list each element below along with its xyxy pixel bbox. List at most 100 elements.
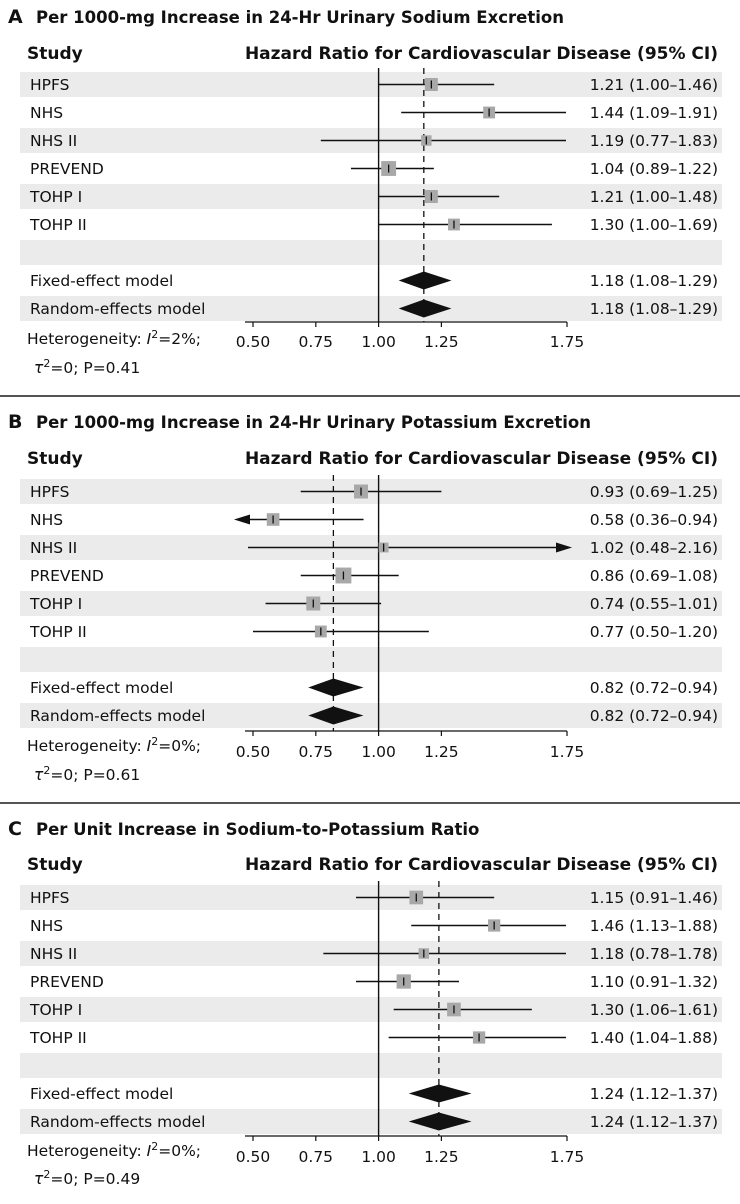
tau-value: =0; P=0.49 [50, 1170, 140, 1188]
row-band [20, 184, 722, 209]
row-band [20, 240, 722, 265]
panel-divider [0, 802, 740, 804]
study-name: NHS [30, 917, 63, 935]
hr-header: Hazard Ratio for Cardiovascular Disease … [245, 449, 718, 469]
i2-symbol: I [147, 330, 152, 348]
heterogeneity-line-1: Heterogeneity: I2=0%; [27, 735, 201, 755]
pooled-diamond [308, 706, 364, 725]
hr-ci-label: 0.82 (0.72–0.94) [590, 707, 718, 725]
hr-ci-label: 0.74 (0.55–1.01) [590, 595, 718, 613]
panel-c: C Per Unit Increase in Sodium-to-Potassi… [0, 810, 740, 1200]
study-name: TOHP II [29, 623, 87, 641]
pooled-diamond [308, 678, 364, 697]
model-name: Random-effects model [30, 707, 205, 725]
axis-layer: 0.50 0.75 1.00 1.25 1.75 [236, 730, 585, 761]
hr-ci-label: 1.24 (1.12–1.37) [590, 1085, 718, 1103]
tau-superscript: 2 [43, 1168, 50, 1181]
tau-superscript: 2 [43, 764, 50, 777]
tau-value: =0; P=0.41 [50, 359, 140, 377]
hr-ci-label: 1.24 (1.12–1.37) [590, 1113, 718, 1131]
row-band [20, 703, 722, 728]
tau-symbol: τ [34, 1170, 44, 1188]
i2-value: =0%; [158, 737, 201, 755]
i2-superscript: 2 [151, 735, 158, 748]
study-name: NHS II [30, 945, 77, 963]
panel-title: Per 1000-mg Increase in 24-Hr Urinary Po… [36, 413, 591, 432]
pooled-diamond [408, 1112, 472, 1131]
hr-ci-label: 1.02 (0.48–2.16) [590, 539, 718, 557]
x-tick-label: 0.50 [236, 333, 271, 351]
model-name: Random-effects model [30, 1113, 205, 1131]
hr-ci-label: 1.30 (1.06–1.61) [590, 1001, 718, 1019]
panel-letter: B [8, 411, 22, 433]
tau-superscript: 2 [43, 357, 50, 370]
x-tick-label: 1.75 [550, 1148, 585, 1166]
x-tick-label: 1.00 [361, 743, 396, 761]
study-name: NHS [30, 104, 63, 122]
panel-title: Per 1000-mg Increase in 24-Hr Urinary So… [36, 8, 564, 27]
study-name: TOHP II [29, 1029, 87, 1047]
pooled-diamond [398, 271, 452, 290]
x-tick-label: 0.50 [236, 743, 271, 761]
panel-divider [0, 395, 740, 397]
forest-plot-b: B Per 1000-mg Increase in 24-Hr Urinary … [8, 411, 722, 784]
x-tick-label: 1.00 [361, 1148, 396, 1166]
study-name: HPFS [30, 76, 69, 94]
x-tick-label: 1.25 [424, 1148, 459, 1166]
model-name: Fixed-effect model [30, 272, 173, 290]
hr-ci-label: 1.40 (1.04–1.88) [590, 1029, 718, 1047]
hr-ci-label: 1.30 (1.00–1.69) [590, 216, 718, 234]
x-tick-label: 1.25 [424, 743, 459, 761]
hr-ci-label: 1.10 (0.91–1.32) [590, 973, 718, 991]
study-header: Study [27, 449, 83, 469]
hr-ci-label: 1.04 (0.89–1.22) [590, 160, 718, 178]
row-layer [20, 885, 722, 1134]
row-band [20, 647, 722, 672]
i2-superscript: 2 [151, 1140, 158, 1153]
i2-value: =0%; [158, 1142, 201, 1160]
hr-ci-label: 0.93 (0.69–1.25) [590, 483, 718, 501]
row-band [20, 1109, 722, 1134]
hr-header: Hazard Ratio for Cardiovascular Disease … [245, 855, 718, 875]
panel-letter: C [8, 818, 22, 840]
study-header: Study [27, 44, 83, 64]
hr-ci-label: 1.19 (0.77–1.83) [590, 132, 718, 150]
study-name: PREVEND [30, 973, 104, 991]
i2-symbol: I [147, 1142, 152, 1160]
study-header: Study [27, 855, 83, 875]
row-band [20, 1053, 722, 1078]
x-tick-label: 0.75 [299, 743, 334, 761]
x-tick-label: 1.75 [550, 743, 585, 761]
heterogeneity-prefix: Heterogeneity: [27, 330, 147, 348]
study-name: TOHP I [29, 1001, 82, 1019]
heterogeneity-line-2: τ2=0; P=0.41 [34, 357, 140, 377]
x-tick-label: 0.75 [299, 1148, 334, 1166]
hr-ci-label: 1.18 (1.08–1.29) [590, 272, 718, 290]
hr-ci-label: 1.44 (1.09–1.91) [590, 104, 718, 122]
mark-layer: HPFS 1.15 (0.91–1.46) NHS 1.46 (1.13–1.88) N… [29, 889, 718, 1131]
heterogeneity-prefix: Heterogeneity: [27, 737, 147, 755]
heterogeneity-line-2: τ2=0; P=0.61 [34, 764, 140, 784]
tau-value: =0; P=0.61 [50, 766, 140, 784]
study-name: PREVEND [30, 567, 104, 585]
study-name: TOHP I [29, 595, 82, 613]
x-tick-label: 1.00 [361, 333, 396, 351]
study-name: NHS [30, 511, 63, 529]
heterogeneity-line-1: Heterogeneity: I2=2%; [27, 328, 201, 348]
row-band [20, 997, 722, 1022]
ci-arrow-left [234, 514, 250, 525]
pooled-diamond [398, 299, 452, 318]
study-name: TOHP I [29, 188, 82, 206]
hr-ci-label: 0.77 (0.50–1.20) [590, 623, 718, 641]
hr-ci-label: 1.15 (0.91–1.46) [590, 889, 718, 907]
hr-ci-label: 0.82 (0.72–0.94) [590, 679, 718, 697]
axis-layer: 0.50 0.75 1.00 1.25 1.75 [236, 1135, 585, 1166]
i2-superscript: 2 [151, 328, 158, 341]
model-name: Fixed-effect model [30, 1085, 173, 1103]
x-tick-label: 1.75 [550, 333, 585, 351]
hr-ci-label: 1.18 (0.78–1.78) [590, 945, 718, 963]
study-name: NHS II [30, 539, 77, 557]
model-name: Fixed-effect model [30, 679, 173, 697]
study-name: TOHP II [29, 216, 87, 234]
i2-value: =2%; [158, 330, 201, 348]
